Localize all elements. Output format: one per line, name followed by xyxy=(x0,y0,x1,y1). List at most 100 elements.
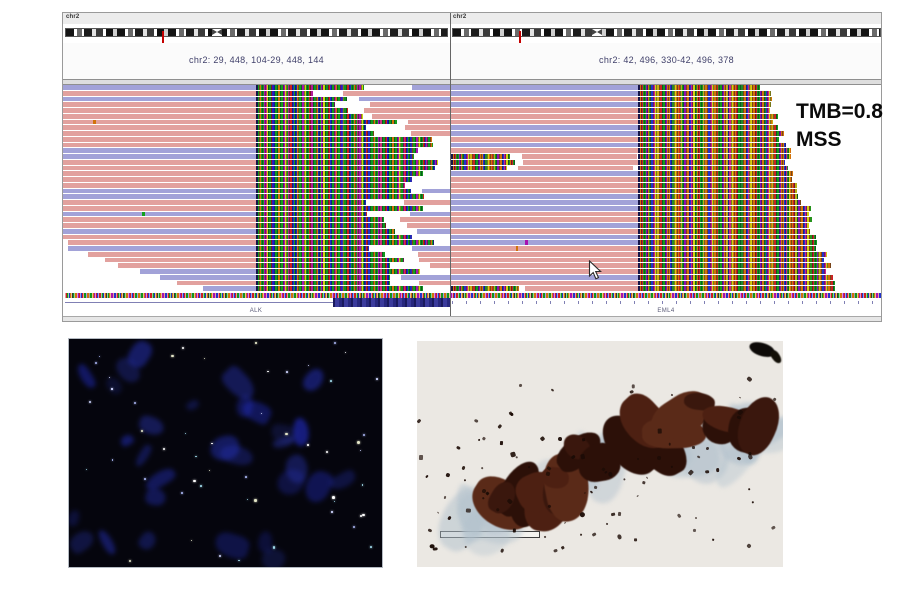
read-segment xyxy=(63,148,256,154)
mismatch-band xyxy=(638,251,827,257)
fish-signal-dot xyxy=(376,378,378,381)
fish-signal-dot xyxy=(95,361,98,364)
mismatch-band xyxy=(256,251,385,257)
stain-speckle xyxy=(463,479,466,482)
read-segment xyxy=(451,142,638,148)
fish-signal-dot xyxy=(330,379,333,382)
read-segment xyxy=(63,188,256,194)
fish-signal-dot xyxy=(208,469,211,472)
stain-speckle xyxy=(646,476,649,479)
stain-speckle xyxy=(581,437,586,442)
mismatch-band xyxy=(256,96,348,102)
sequence-track xyxy=(65,292,881,298)
mismatch-band xyxy=(256,165,435,171)
read-segment xyxy=(406,223,450,228)
mismatch-band xyxy=(638,194,799,200)
stain-speckle xyxy=(739,396,741,398)
locus-row: chr2: 29, 448, 104-29, 448, 144 chr2: 42… xyxy=(63,43,881,79)
mismatch-band xyxy=(638,240,817,246)
nucleus-blob xyxy=(69,508,81,528)
read-segment xyxy=(343,90,450,96)
fish-signal-dot xyxy=(190,540,192,542)
read-segment xyxy=(451,177,638,182)
mismatch-band xyxy=(256,119,398,125)
stain-speckle xyxy=(464,545,467,548)
read-segment xyxy=(88,251,256,257)
read-segment xyxy=(451,90,638,96)
mismatch-band xyxy=(256,257,404,263)
read-segment xyxy=(63,228,256,234)
mismatch-band xyxy=(638,142,786,148)
mismatch-band xyxy=(638,171,793,177)
mismatch-band xyxy=(256,228,396,234)
chromosome-ideogram-left[interactable] xyxy=(65,28,448,44)
mismatch-band xyxy=(638,159,786,165)
fish-image[interactable] xyxy=(68,338,383,568)
mismatch-band xyxy=(638,200,802,205)
stain-speckle xyxy=(481,435,487,441)
read-segment xyxy=(515,246,519,251)
alignment-area[interactable] xyxy=(63,85,881,292)
stain-speckle xyxy=(540,436,546,442)
read-segment xyxy=(369,102,450,108)
read-segment xyxy=(417,228,450,234)
read-segment xyxy=(359,96,450,102)
fish-signal-dot xyxy=(182,347,185,349)
mismatch-band xyxy=(638,246,816,251)
nucleus-blob xyxy=(327,467,358,493)
mouse-cursor-icon xyxy=(588,260,602,280)
read-segment xyxy=(63,234,256,240)
read-segment xyxy=(451,85,638,90)
mismatch-band xyxy=(638,177,793,182)
fish-signal-dot xyxy=(359,515,362,518)
read-segment xyxy=(451,108,638,113)
read-segment xyxy=(451,269,638,274)
read-segment xyxy=(63,125,256,131)
fish-signal-dot xyxy=(143,478,146,481)
chromosome-label-left: chr2 xyxy=(66,14,80,20)
fish-signal-dot xyxy=(285,432,288,436)
chromosome-ideogram-right[interactable] xyxy=(452,28,881,44)
mismatch-band xyxy=(638,113,779,119)
read-segment xyxy=(63,85,256,90)
read-segment xyxy=(451,171,638,177)
fish-signal-dot xyxy=(356,440,360,444)
fish-signal-dot xyxy=(200,485,203,487)
igv-window[interactable]: chr2 chr2 chr2: 29, 448, 104-29, 448, 14… xyxy=(62,12,882,322)
mismatch-band xyxy=(451,159,515,165)
mismatch-band xyxy=(638,269,826,274)
gene-label-eml4: EML4 xyxy=(657,308,675,314)
ihc-image[interactable] xyxy=(417,341,783,567)
read-segment xyxy=(451,228,638,234)
nucleus-blob xyxy=(118,433,135,449)
stain-speckle xyxy=(617,512,622,517)
read-segment xyxy=(451,251,638,257)
mismatch-band xyxy=(256,136,433,142)
stain-speckle xyxy=(579,533,582,537)
nucleus-blob xyxy=(137,413,166,437)
stain-speckle xyxy=(633,538,637,541)
fish-signal-dot xyxy=(111,459,114,462)
mismatch-band xyxy=(638,165,788,171)
read-segment xyxy=(451,119,638,125)
read-segment xyxy=(63,136,256,142)
fish-signal-dot xyxy=(325,450,328,454)
fish-signal-dot xyxy=(307,443,309,446)
mismatch-band xyxy=(256,246,369,251)
centromere-icon xyxy=(592,29,602,36)
fish-signal-dot xyxy=(181,492,184,494)
read-segment xyxy=(63,211,256,217)
read-segment xyxy=(451,131,638,136)
read-segment xyxy=(451,96,638,102)
chromosome-label-right: chr2 xyxy=(453,14,467,20)
mismatch-band xyxy=(638,263,831,269)
mismatch-band xyxy=(638,131,785,136)
mismatch-band xyxy=(638,234,817,240)
read-segment xyxy=(63,113,256,119)
fish-signal-dot xyxy=(286,371,289,374)
mismatch-band xyxy=(638,108,771,113)
fish-signal-dot xyxy=(261,413,263,415)
mismatch-band xyxy=(256,234,413,240)
nucleus-blob xyxy=(69,527,98,556)
fish-signal-dot xyxy=(331,511,333,513)
